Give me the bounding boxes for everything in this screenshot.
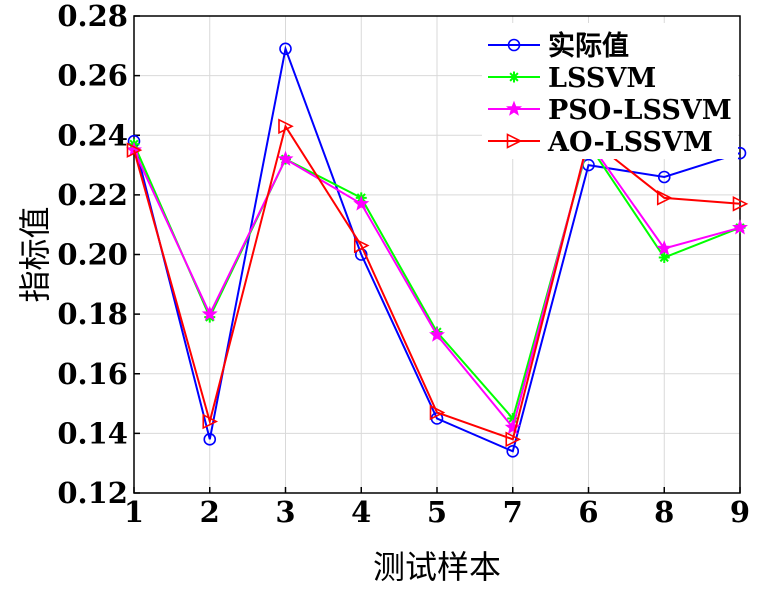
y-tick-label: 0.16 [57,357,128,391]
data-point-triangle [732,196,749,212]
data-point-circle [507,38,521,52]
x-tick-label: 2 [200,495,220,529]
data-point-circle [279,42,292,56]
legend-label: LSSVM [548,63,656,94]
data-point-circle [203,433,217,446]
y-tick-label: 0.20 [57,238,128,272]
y-tick-label: 0.26 [57,59,128,93]
legend-entry: LSSVM [488,63,656,94]
x-tick-label: 5 [427,495,447,529]
y-tick-label: 0.28 [57,0,128,33]
data-point-star [277,150,294,166]
legend-label: PSO-LSSVM [548,95,732,126]
y-axis-label: 指标值 [16,206,54,302]
x-tick-label: 7 [503,495,523,529]
y-tick-label: 0.18 [57,297,128,331]
x-axis-label: 测试样本 [373,548,501,586]
y-tick-label: 0.12 [57,476,128,510]
legend-label: 实际值 [548,30,629,62]
legend-entry: AO-LSSVM [488,127,713,158]
legend-entry: 实际值 [488,30,629,62]
data-point-star [201,305,218,321]
data-point-star [429,326,445,342]
x-tick-label: 8 [654,495,674,529]
data-point-triangle [278,118,294,135]
x-tick-label: 9 [730,495,750,529]
x-tick-label: 1 [124,495,144,529]
legend-label: AO-LSSVM [547,127,713,158]
y-tick-label: 0.22 [57,178,128,212]
data-point-triangle [505,431,522,448]
data-point-circle [506,444,520,458]
x-tick-label: 4 [351,495,371,529]
data-point-triangle [656,190,673,206]
series-group [127,42,747,458]
data-point-circle [657,170,671,184]
data-point-asterisk [658,251,670,263]
data-point-star [504,419,521,435]
data-point-triangle [506,133,523,149]
y-tick-label: 0.24 [57,118,128,152]
data-point-triangle [202,413,219,430]
y-tick-label: 0.14 [57,416,128,450]
data-point-star [656,240,673,256]
data-point-triangle [126,142,143,158]
axis-ticks: 1 2 3 4 5 7 6 8 9 0.12 0.14 0.16 0.18 0.20 0.22 0.24 0.2… [57,0,750,529]
x-tick-label: 3 [275,495,295,529]
legend-entry: PSO-LSSVM [488,95,732,126]
data-point-triangle [353,237,370,254]
data-point-star [506,100,522,116]
series-line [133,45,741,453]
data-point-asterisk [508,71,520,83]
x-tick-label: 6 [578,495,598,529]
data-point-star [732,219,748,235]
series-line [133,123,741,441]
data-point-triangle [429,404,446,421]
data-point-star [353,195,370,211]
